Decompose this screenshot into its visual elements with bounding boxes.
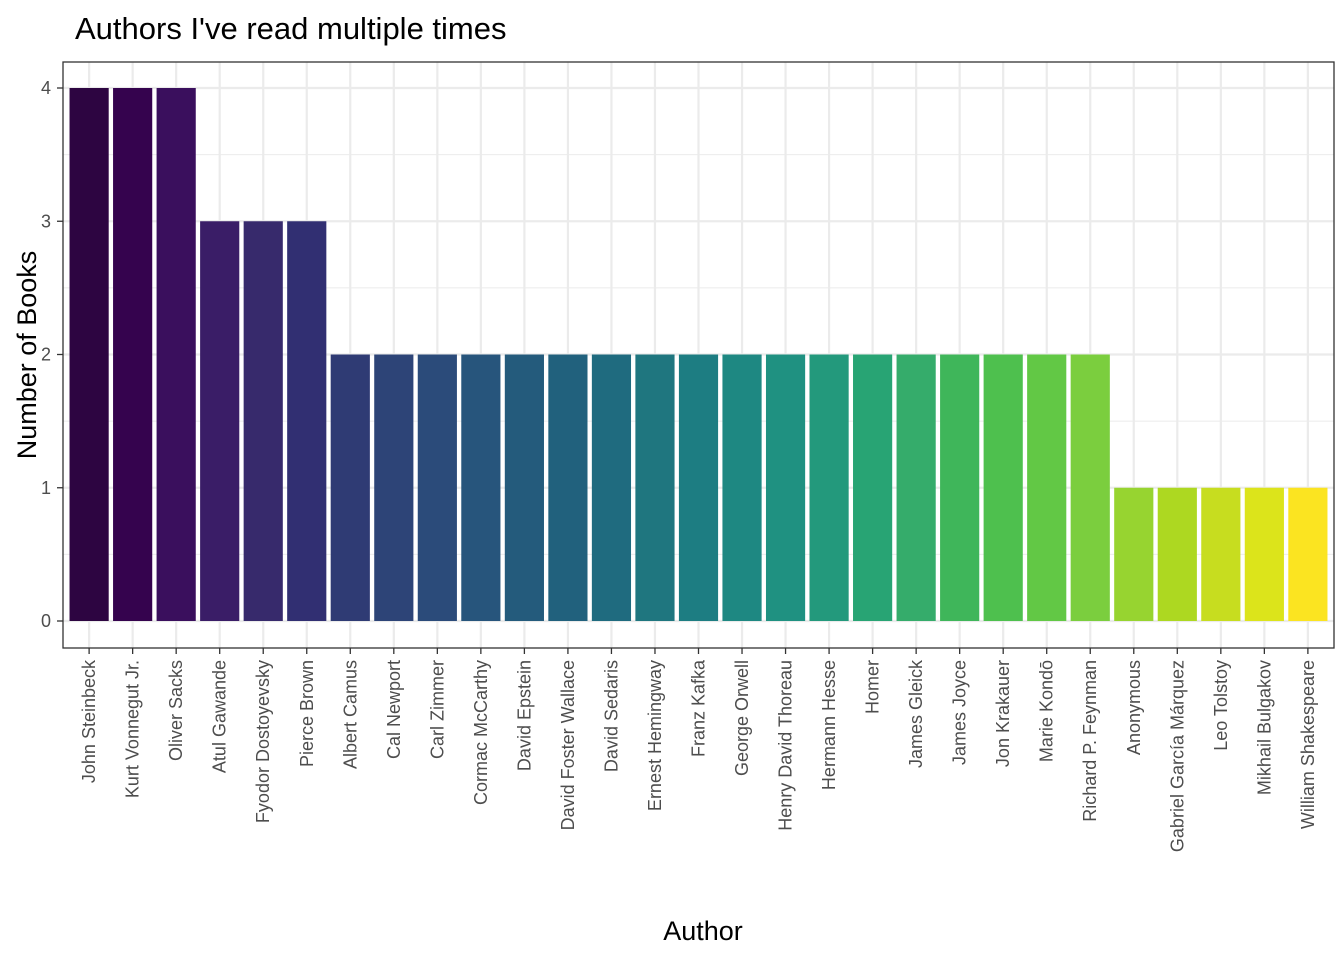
y-tick-label: 0 xyxy=(41,611,51,631)
bar-carl-zimmer xyxy=(417,354,457,621)
bar-hermann-hesse xyxy=(809,354,849,621)
bar-kurt-vonnegut-jr- xyxy=(113,88,153,621)
bar-albert-camus xyxy=(330,354,370,621)
bar-homer xyxy=(853,354,893,621)
x-axis-title: Author xyxy=(663,916,743,946)
x-tick-label: Gabriel García Márquez xyxy=(1167,660,1187,852)
bar-william-shakespeare xyxy=(1288,487,1328,621)
x-tick-label: Kurt Vonnegut Jr. xyxy=(123,660,143,798)
bars xyxy=(69,88,1328,621)
x-tick-label: Leo Tolstoy xyxy=(1211,660,1231,751)
x-tick-label: Franz Kafka xyxy=(689,659,709,757)
bar-atul-gawande xyxy=(200,221,240,621)
bar-david-epstein xyxy=(504,354,544,621)
bar-anonymous xyxy=(1114,487,1154,621)
chart-title: Authors I've read multiple times xyxy=(75,11,507,46)
x-tick-label: Jon Krakauer xyxy=(993,660,1013,767)
x-tick-label: John Steinbeck xyxy=(79,659,99,783)
bar-leo-tolstoy xyxy=(1201,487,1241,621)
bar-mikhail-bulgakov xyxy=(1244,487,1284,621)
x-tick-label: Albert Camus xyxy=(340,660,360,769)
x-tick-label: Mikhail Bulgakov xyxy=(1254,660,1274,795)
bar-oliver-sacks xyxy=(156,88,196,621)
y-tick-label: 4 xyxy=(41,78,51,98)
bar-gabriel-garc-a-m-rquez xyxy=(1157,487,1197,621)
bar-cal-newport xyxy=(374,354,414,621)
bar-david-sedaris xyxy=(591,354,632,621)
x-tick-label: James Joyce xyxy=(950,660,970,765)
x-tick-label: David Epstein xyxy=(514,660,534,771)
x-tick-label: Homer xyxy=(863,660,883,714)
bar-franz-kafka xyxy=(678,354,719,621)
bar-cormac-mccarthy xyxy=(461,354,501,621)
y-tick-label: 1 xyxy=(41,478,51,498)
x-tick-label: Anonymous xyxy=(1124,660,1144,755)
x-tick-label: Henry David Thoreau xyxy=(776,660,796,831)
y-axis-ticks: 0 1 2 3 4 xyxy=(41,78,63,631)
y-tick-label: 3 xyxy=(41,211,51,231)
y-axis-title: Number of Books xyxy=(12,251,42,460)
y-tick-label: 2 xyxy=(41,345,51,365)
bar-jon-krakauer xyxy=(983,354,1023,621)
x-tick-label: Fyodor Dostoyevsky xyxy=(253,660,273,823)
bar-george-orwell xyxy=(722,354,762,621)
x-tick-label: Atul Gawande xyxy=(210,660,230,773)
bar-pierce-brown xyxy=(287,221,327,621)
bar-john-steinbeck xyxy=(69,88,109,621)
x-tick-label: David Foster Wallace xyxy=(558,660,578,830)
bar-ernest-hemingway xyxy=(635,354,675,621)
bar-henry-david-thoreau xyxy=(765,354,806,621)
x-tick-label: Cormac McCarthy xyxy=(471,660,491,805)
x-tick-label: Oliver Sacks xyxy=(166,660,186,761)
bar-richard-p-feynman xyxy=(1070,354,1110,621)
bar-james-joyce xyxy=(940,354,980,621)
x-tick-label: Pierce Brown xyxy=(297,660,317,767)
x-tick-label: Richard P. Feynman xyxy=(1080,660,1100,822)
bar-david-foster-wallace xyxy=(548,354,588,621)
x-tick-label: William Shakespeare xyxy=(1298,660,1318,829)
bar-james-gleick xyxy=(896,354,936,621)
x-tick-label: Hermann Hesse xyxy=(819,660,839,790)
x-tick-label: Ernest Hemingway xyxy=(645,660,665,811)
x-axis-ticks: John Steinbeck Kurt Vonnegut Jr. Oliver Sa… xyxy=(79,648,1318,852)
x-tick-label: Carl Zimmer xyxy=(427,660,447,759)
x-tick-label: Marie Kondō xyxy=(1037,660,1057,762)
x-tick-label: David Sedaris xyxy=(601,660,621,772)
bar-fyodor-dostoyevsky xyxy=(243,221,283,621)
x-tick-label: James Gleick xyxy=(906,659,926,768)
x-tick-label: George Orwell xyxy=(732,660,752,776)
x-tick-label: Cal Newport xyxy=(384,660,404,759)
bar-marie-kond- xyxy=(1027,354,1067,621)
